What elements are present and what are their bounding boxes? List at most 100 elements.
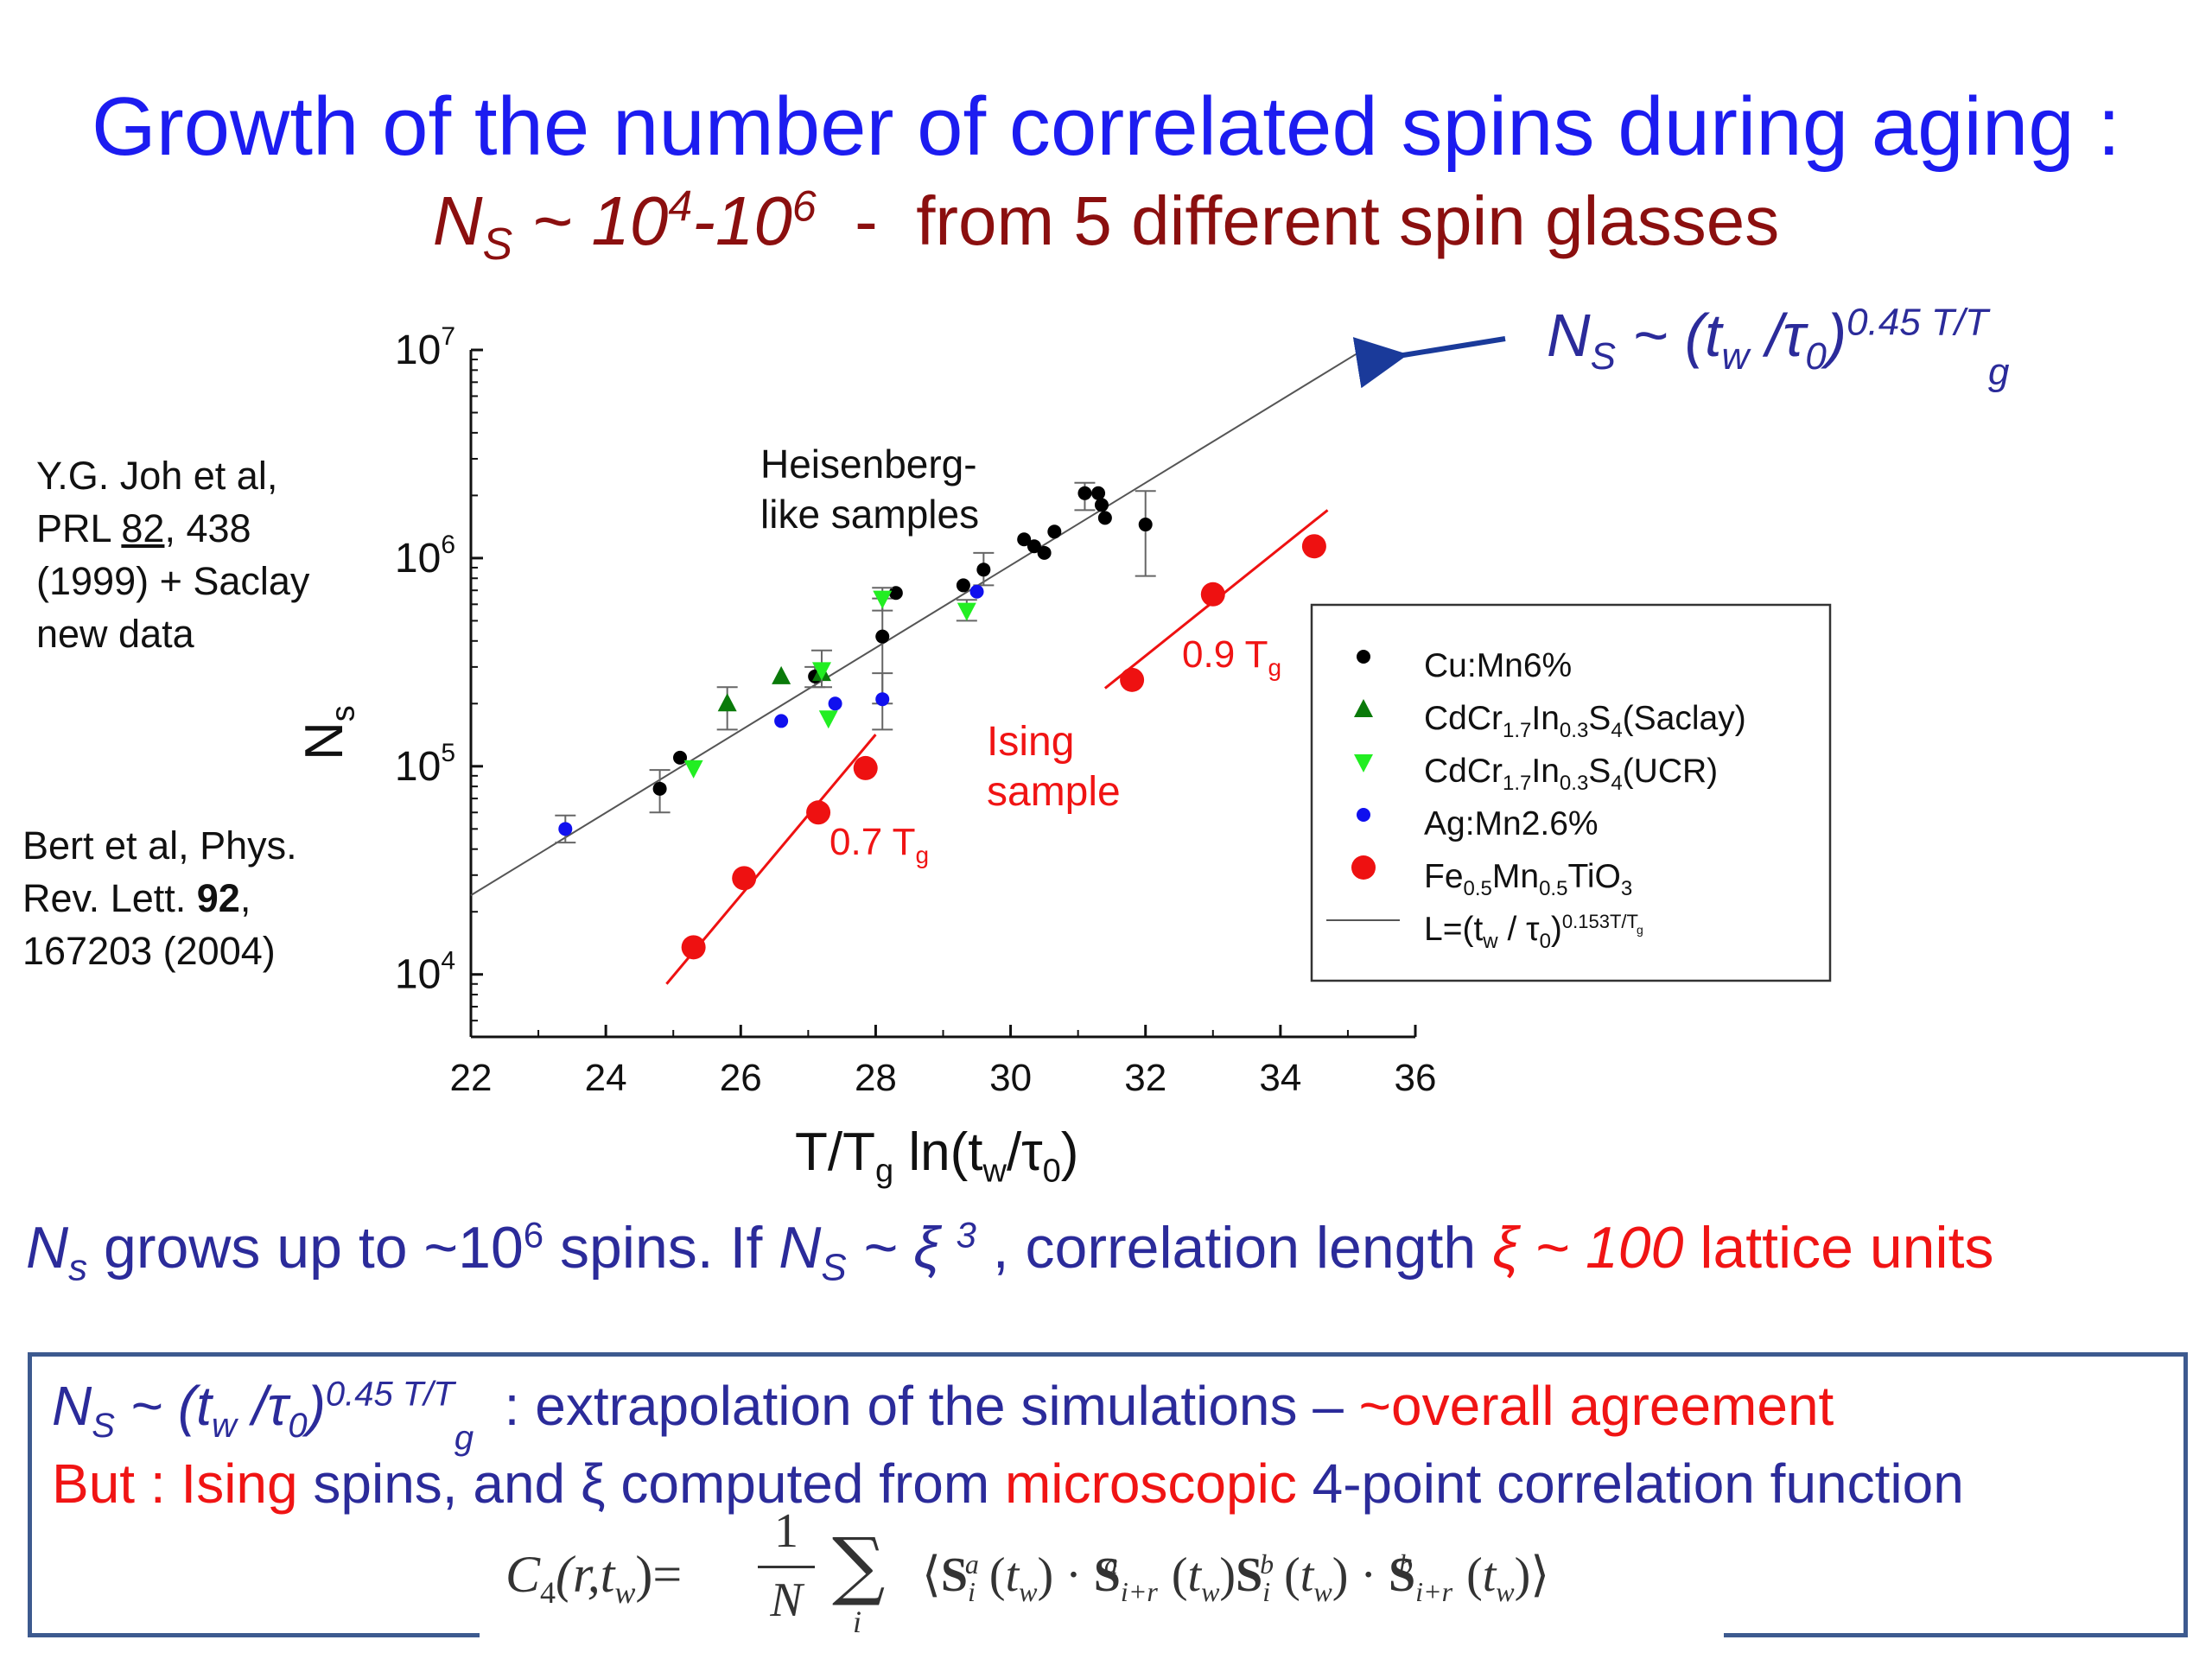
sent-p5: ~ ξ (846, 1215, 957, 1281)
formula-den: N (770, 1573, 803, 1627)
legend-symbol (1354, 754, 1373, 772)
ref1-l2a: PRL (36, 506, 122, 550)
y-tick-label: 107 (395, 322, 455, 373)
subtitle-rest: - from 5 different spin glasses (816, 182, 1780, 259)
sent-ns: N (26, 1215, 69, 1281)
ising-line2: sample (987, 769, 1121, 815)
x-tick-label: 36 (1395, 1057, 1437, 1099)
data-point (732, 866, 757, 891)
legend-label-cdcr-ucr: CdCr1.7In0.3S4(UCR) (1424, 745, 1746, 798)
heisenberg-line2: like samples (760, 492, 980, 537)
ising-annotation: Ising sample (987, 717, 1121, 817)
law-exp: 0.45 T/T (1847, 301, 1988, 344)
legend-label-agmn: Ag:Mn2.6% (1424, 805, 1599, 842)
y-axis-label: Ns (294, 705, 361, 760)
data-point (1120, 667, 1145, 692)
data-point (969, 584, 984, 599)
data-point (1200, 582, 1225, 607)
lg4-d: 0.5 (1539, 876, 1568, 900)
xlabel-main: T/T (795, 1122, 875, 1182)
y-tick-base: 10 (395, 744, 441, 790)
bl2-ising: Ising (181, 1452, 298, 1515)
t09-sub: g (1268, 653, 1282, 681)
law-0: 0 (1805, 335, 1827, 378)
sent-p7: ξ ~ (1492, 1215, 1586, 1281)
bl1-ns-sub: S (92, 1406, 115, 1445)
f-c: C (505, 1546, 541, 1603)
legend (1326, 650, 1400, 921)
sent-p2-sup: 6 (523, 1214, 544, 1255)
sent-p6: , correlation length (976, 1215, 1493, 1281)
formula-num: 1 (774, 1504, 798, 1558)
sent-ns-sub: s (68, 1246, 88, 1289)
lg1-f: 4 (1611, 718, 1623, 742)
bl1-exp: 0.45 T/T (325, 1375, 454, 1414)
lg2-d: 0.3 (1559, 771, 1589, 795)
y-tick-label: 105 (395, 739, 455, 790)
bl2-but: But : (52, 1452, 181, 1515)
reference-joh: Y.G. Joh et al, PRL 82, 438 (1999) + Sac… (36, 449, 309, 660)
f-args: (r,t (556, 1546, 615, 1603)
ylabel-main: N (295, 721, 354, 760)
lg1-d: 0.3 (1559, 718, 1589, 742)
data-point (806, 800, 831, 825)
data-point (888, 586, 903, 601)
t09-text: 0.9 T (1182, 633, 1268, 676)
data-point (1027, 539, 1041, 554)
y-tick-base: 10 (395, 536, 441, 582)
lg1-e: S (1588, 700, 1611, 737)
ref1-volume: 82 (121, 506, 165, 550)
f-c-sub: 4 (540, 1575, 556, 1610)
x-axis-label: T/Tg ln(tw/τ0) (795, 1122, 1078, 1187)
formula-body: ⟨Sia (tw) · Si+ra (tw)Sib (tw) · Si+rb (tw)⟩ (922, 1548, 1550, 1608)
x-tick-label: 22 (450, 1057, 493, 1099)
ref2-line1: Bert et al, Phys. (22, 823, 297, 868)
lg5-g: g (1636, 922, 1643, 937)
data-point (1094, 498, 1109, 512)
lg5-b: w (1483, 929, 1498, 953)
sent-p8: 100 (1585, 1215, 1684, 1281)
legend-symbol (1354, 699, 1373, 717)
data-point (1091, 486, 1106, 500)
xlabel-sub2: w (982, 1153, 1007, 1190)
xlabel-sub3: 0 (1042, 1153, 1061, 1190)
y-tick-label: 106 (395, 531, 455, 582)
lg4-c: Mn (1491, 858, 1540, 895)
data-point (1097, 511, 1112, 525)
ref1-line4: new data (36, 612, 194, 656)
heisenberg-annotation: Heisenberg- like samples (760, 439, 979, 539)
legend-symbol (1357, 808, 1370, 822)
data-point (976, 563, 991, 577)
subtitle-approx: ~ 10 (512, 182, 669, 259)
lg5-e: ) (1550, 911, 1562, 948)
x-tick-label: 28 (855, 1057, 897, 1099)
slide-subtitle: NS ~ 104-106 - from 5 different spin gla… (0, 181, 2212, 267)
legend-label-cumn: Cu:Mn6% (1424, 647, 1573, 684)
legend-symbol (1351, 855, 1376, 880)
bl1-0: 0 (288, 1406, 308, 1445)
data-point (652, 781, 667, 796)
subtitle-mid: -10 (692, 182, 792, 259)
data-point (1047, 524, 1062, 539)
lg2-g: (UCR) (1622, 753, 1719, 790)
bl1-tau: /τ (236, 1375, 289, 1437)
t07-sub: g (915, 841, 930, 868)
ref2-l2a: Rev. Lett. (22, 876, 197, 920)
subtitle-ns-sub: S (482, 219, 513, 270)
data-point (717, 693, 737, 712)
formula-fraction-bar (758, 1566, 815, 1568)
f-eq: )= (635, 1546, 683, 1603)
lg1-b: 1.7 (1503, 718, 1532, 742)
ref1-line2: PRL 82, 438 (36, 502, 309, 555)
t09-annotation: 0.9 Tg (1182, 633, 1281, 679)
y-tick-label: 104 (395, 947, 455, 998)
legend-label-femn: Fe0.5Mn0.5TiO3 (1424, 850, 1746, 903)
summary-line2: But : Ising spins, and ξ computed from m… (52, 1452, 1964, 1516)
ref1-line1: Y.G. Joh et al, (36, 454, 278, 498)
data-point (1037, 545, 1052, 560)
conclusion-sentence: Ns grows up to ~106 spins. If NS ~ ξ 3 ,… (26, 1214, 1994, 1287)
legend-box (1310, 603, 1832, 982)
bl1-mid: ~ (t (114, 1375, 212, 1437)
